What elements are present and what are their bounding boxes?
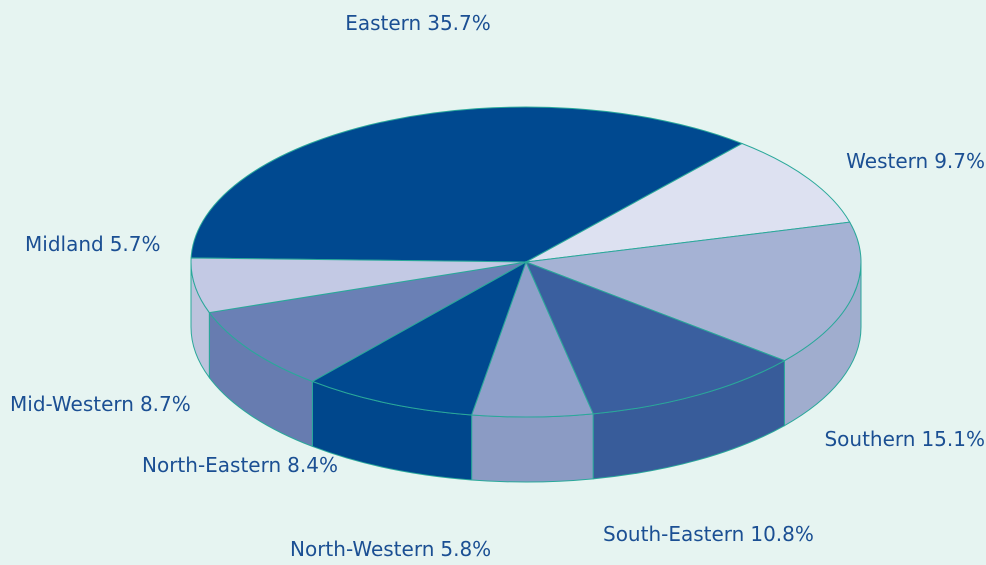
label-value: 5.7%: [110, 232, 161, 256]
data-label: Mid-Western 8.7%: [10, 392, 191, 416]
data-label: Southern 15.1%: [824, 427, 985, 451]
label-name: North-Eastern: [142, 453, 281, 477]
pie-slice: [208, 261, 527, 382]
label-name: Southern: [824, 427, 915, 451]
data-label: Midland 5.7%: [25, 232, 161, 256]
pie-slice: [311, 260, 527, 416]
data-label: Western 9.7%: [846, 149, 985, 173]
data-label: Eastern 35.7%: [345, 11, 491, 35]
pie-slice: [190, 257, 527, 314]
label-value: 15.1%: [921, 427, 985, 451]
label-name: Midland: [25, 232, 104, 256]
label-value: 5.8%: [440, 537, 491, 561]
pie-slice: [525, 261, 786, 415]
label-value: 35.7%: [427, 11, 491, 35]
pie-slice: [525, 142, 851, 263]
pie-slice: [470, 260, 594, 418]
data-label: North-Western 5.8%: [290, 537, 491, 561]
pie-slice: [525, 221, 862, 362]
pie-slice: [190, 106, 744, 263]
label-name: South-Eastern: [603, 522, 744, 546]
label-name: Mid-Western: [10, 392, 134, 416]
label-value: 8.4%: [287, 453, 338, 477]
label-value: 10.8%: [750, 522, 814, 546]
pie-side: [471, 413, 594, 483]
label-name: North-Western: [290, 537, 434, 561]
label-name: Western: [846, 149, 928, 173]
data-label: North-Eastern 8.4%: [142, 453, 338, 477]
data-label: South-Eastern 10.8%: [603, 522, 814, 546]
label-value: 9.7%: [934, 149, 985, 173]
label-name: Eastern: [345, 11, 421, 35]
label-value: 8.7%: [140, 392, 191, 416]
